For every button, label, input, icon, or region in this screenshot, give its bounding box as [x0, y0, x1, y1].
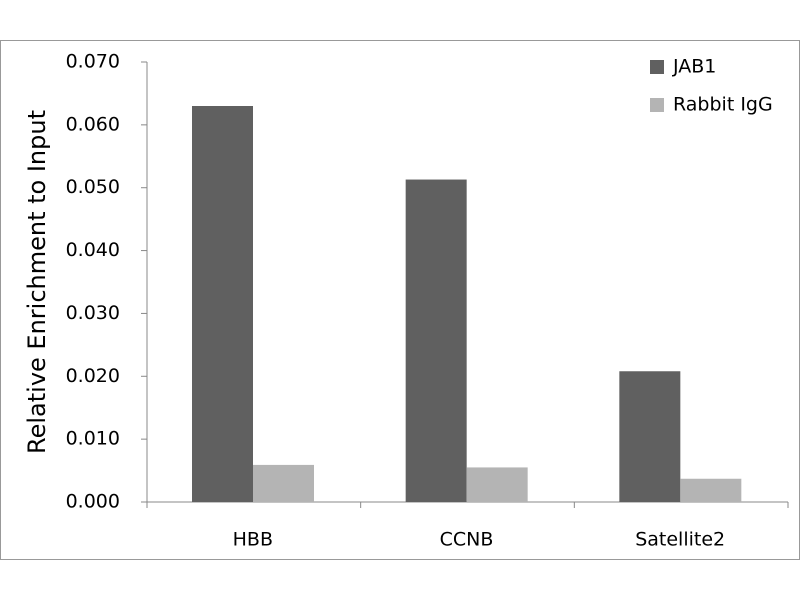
bar [680, 478, 742, 502]
y-tick-label: 0.070 [66, 51, 120, 73]
y-tick-label: 0.010 [66, 428, 120, 450]
x-tick-label: CCNB [440, 529, 494, 551]
legend-swatch [650, 60, 664, 74]
y-axis-label: Relative Enrichment to Input [23, 110, 51, 454]
bar [619, 371, 681, 502]
x-tick-label: Satellite2 [635, 529, 725, 551]
y-tick-label: 0.000 [66, 491, 120, 513]
legend-swatch [650, 98, 664, 112]
y-tick-label: 0.050 [66, 176, 120, 198]
bar [405, 179, 467, 503]
y-tick-label: 0.040 [66, 239, 120, 261]
bar [466, 467, 528, 502]
bar [253, 464, 314, 502]
legend-label: JAB1 [672, 56, 716, 78]
legend-label: Rabbit IgG [673, 94, 773, 116]
y-tick-label: 0.020 [66, 365, 120, 387]
x-tick-label: HBB [233, 529, 273, 551]
bar [192, 106, 253, 502]
y-tick-label: 0.030 [66, 302, 120, 324]
y-tick-label: 0.060 [66, 113, 120, 135]
